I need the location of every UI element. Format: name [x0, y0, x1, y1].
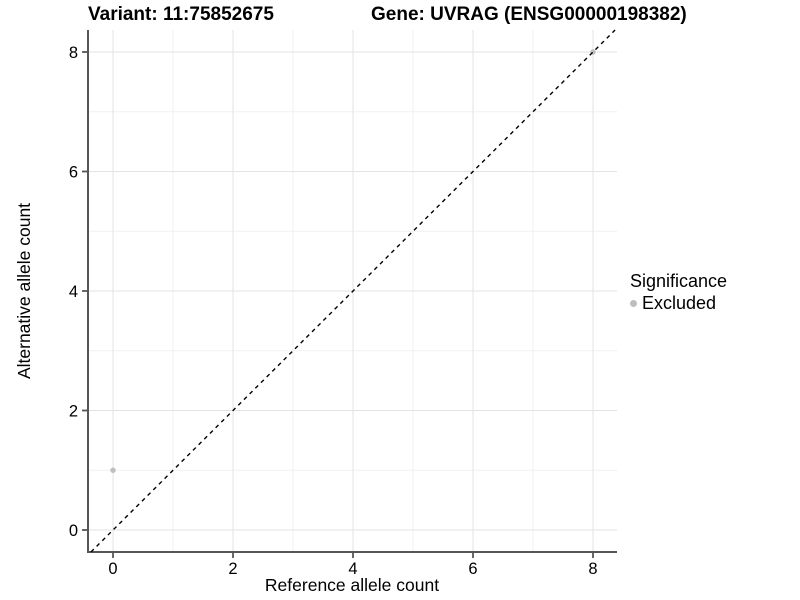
- variant-title: Variant: 11:75852675: [88, 4, 274, 25]
- identity-dashed-line: [90, 29, 616, 553]
- data-point: [110, 467, 116, 473]
- legend-title: Significance: [630, 271, 728, 291]
- y-axis-title: Alternative allele count: [14, 203, 34, 379]
- excluded-point-icon: [630, 299, 637, 307]
- legend: Significance Excluded: [630, 271, 727, 313]
- legend-entry-label: Excluded: [642, 293, 717, 313]
- axis-lines: [87, 30, 617, 553]
- tick-labels: 0 2 4 6 8 0 2 4 6 8: [69, 44, 598, 578]
- y-tick-label: 6: [69, 163, 78, 181]
- x-tick-label: 0: [108, 560, 117, 578]
- y-tick-label: 0: [69, 522, 78, 540]
- x-tick-label: 6: [468, 560, 477, 578]
- y-tick-label: 4: [69, 283, 78, 301]
- x-tick-label: 8: [588, 560, 597, 578]
- y-tick-label: 2: [69, 403, 78, 421]
- legend-entry-excluded: Excluded: [630, 293, 727, 313]
- minor-gridlines: [88, 30, 617, 552]
- x-axis-title: Reference allele count: [265, 575, 439, 595]
- y-tick-label: 8: [69, 44, 78, 62]
- identity-line-group: [90, 29, 616, 553]
- gene-title: Gene: UVRAG (ENSG00000198382): [371, 4, 687, 25]
- x-tick-label: 2: [228, 560, 237, 578]
- tick-marks: [82, 51, 594, 558]
- x-tick-label: 4: [348, 560, 357, 578]
